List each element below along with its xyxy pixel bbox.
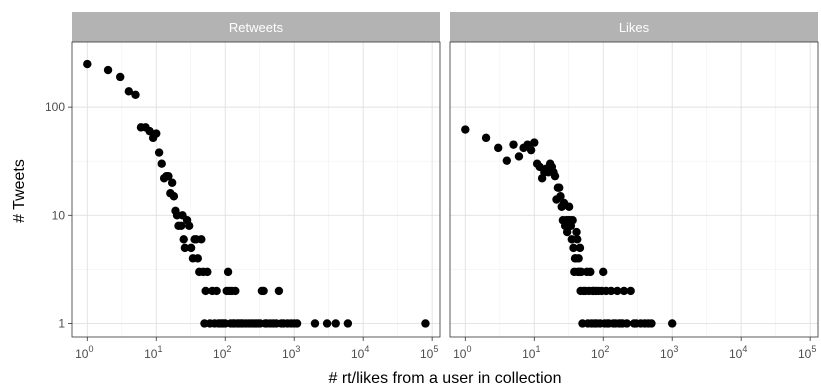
data-point — [154, 148, 164, 157]
data-point — [116, 72, 125, 82]
x-tick-label: 104 — [351, 344, 369, 361]
data-point — [569, 243, 578, 253]
x-tick-label: 102 — [591, 344, 609, 361]
x-axis: 100 101 102 103 104 105 100 101 102 103 104 105 — [75, 337, 816, 361]
x-tick-label: 100 — [453, 344, 471, 361]
data-point — [573, 235, 582, 244]
data-point — [626, 286, 635, 296]
y-tick-label: 100 — [45, 100, 65, 114]
data-point — [599, 267, 608, 277]
data-point — [223, 267, 233, 277]
data-point — [231, 286, 240, 296]
data-point — [481, 133, 491, 143]
data-point — [131, 90, 140, 100]
data-point — [668, 319, 677, 328]
y-axis: 1 10 100 — [45, 100, 72, 330]
data-point — [145, 126, 154, 136]
x-tick-label: 100 — [75, 344, 93, 361]
data-point — [331, 319, 340, 328]
data-point — [186, 243, 196, 253]
data-point — [606, 286, 616, 296]
data-point — [179, 235, 188, 244]
data-point — [203, 267, 212, 277]
points — [83, 59, 430, 328]
data-point — [586, 267, 595, 277]
data-point — [322, 319, 332, 328]
facet-strip — [72, 12, 440, 42]
plot-background — [450, 42, 818, 337]
data-point — [574, 254, 583, 263]
plot-background — [72, 42, 440, 337]
data-point — [502, 156, 512, 165]
y-tick-label: 10 — [52, 208, 66, 222]
data-point — [421, 319, 430, 328]
data-point — [177, 221, 186, 230]
data-point — [575, 243, 585, 253]
data-point — [180, 243, 190, 253]
data-point — [201, 286, 210, 296]
data-point — [310, 319, 320, 328]
facet-strip — [450, 12, 818, 42]
data-point — [167, 178, 177, 187]
data-point — [647, 319, 656, 328]
panel-retweets: Retweets — [71, 12, 441, 338]
y-tick-label: 1 — [58, 316, 65, 330]
facet-strip-label: Retweets — [229, 20, 284, 35]
data-point — [556, 192, 565, 201]
data-point — [619, 286, 629, 296]
data-point — [550, 171, 560, 181]
data-point — [184, 221, 194, 230]
data-point — [212, 286, 221, 296]
data-point — [564, 202, 574, 211]
data-point — [526, 145, 536, 155]
data-point — [169, 192, 179, 201]
data-point — [494, 143, 503, 153]
data-point — [343, 319, 353, 328]
data-point — [622, 319, 632, 328]
data-point — [292, 319, 302, 328]
panel-border — [449, 41, 819, 338]
data-point — [613, 286, 622, 296]
x-tick-label: 103 — [282, 344, 300, 361]
data-point — [509, 140, 518, 149]
panels-group: Retweets Likes — [71, 12, 819, 338]
x-tick-label: 105 — [798, 344, 816, 361]
data-point — [164, 171, 173, 181]
x-tick-label: 101 — [522, 344, 540, 361]
data-point — [274, 286, 284, 296]
data-point — [83, 59, 92, 69]
data-point — [530, 138, 539, 147]
facet-strip-label: Likes — [619, 20, 650, 35]
data-point — [157, 159, 166, 168]
x-tick-label: 105 — [420, 344, 438, 361]
x-tick-label: 101 — [144, 344, 162, 361]
x-axis-title: # rt/likes from a user in collection — [329, 370, 562, 387]
data-point — [572, 227, 581, 237]
data-point — [259, 286, 268, 296]
x-tick-label: 104 — [729, 344, 747, 361]
panel-border — [71, 41, 441, 338]
data-point — [461, 125, 470, 134]
panel-likes: Likes — [449, 12, 819, 338]
data-point — [197, 235, 206, 244]
data-point — [152, 129, 161, 138]
data-point — [555, 183, 564, 192]
data-point — [193, 254, 202, 263]
points — [461, 125, 677, 328]
data-point — [514, 152, 524, 161]
data-point — [568, 216, 577, 225]
data-point — [124, 87, 134, 96]
y-axis-title: # Tweets — [11, 159, 28, 223]
data-point — [562, 227, 572, 237]
x-tick-label: 103 — [660, 344, 678, 361]
x-tick-label: 102 — [213, 344, 231, 361]
data-point — [103, 65, 113, 75]
